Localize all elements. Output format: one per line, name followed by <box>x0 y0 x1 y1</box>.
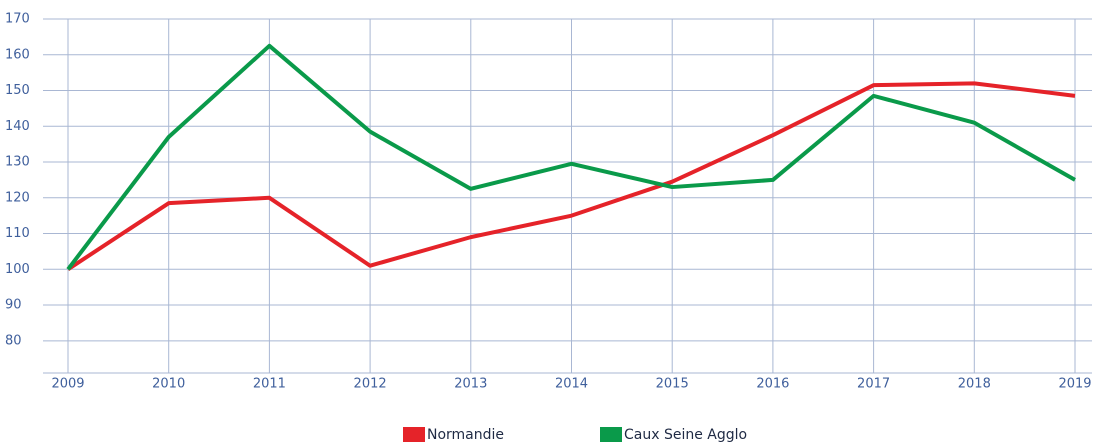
y-tick-label: 80 <box>5 333 22 348</box>
x-tick-label: 2011 <box>253 377 286 392</box>
legend-swatch <box>403 427 425 442</box>
x-tick-label: 2018 <box>958 377 991 392</box>
line-series <box>66 81 1076 271</box>
x-tick-label: 2012 <box>354 377 387 392</box>
y-tick-label: 120 <box>5 190 30 205</box>
y-tick-label: 110 <box>5 226 30 241</box>
x-tick-label: 2015 <box>656 377 689 392</box>
x-tick-label: 2016 <box>756 377 789 392</box>
y-tick-label: 150 <box>5 83 30 98</box>
x-tick-label: 2009 <box>51 377 84 392</box>
y-tick-label: 160 <box>5 47 30 62</box>
y-tick-label: 140 <box>5 119 30 134</box>
y-tick-label: 100 <box>5 262 30 277</box>
x-tick-label: 2017 <box>857 377 890 392</box>
x-tick-label: 2019 <box>1058 377 1091 392</box>
y-tick-label: 170 <box>5 12 30 27</box>
y-tick-label: 130 <box>5 155 30 170</box>
legend-label: Normandie <box>427 427 504 443</box>
y-tick-label: 90 <box>5 298 22 313</box>
x-tick-label: 2010 <box>152 377 185 392</box>
line-series <box>66 43 1076 271</box>
legend-swatch <box>600 427 622 442</box>
x-tick-label: 2013 <box>454 377 487 392</box>
x-tick-label: 2014 <box>555 377 588 392</box>
legend-label: Caux Seine Agglo <box>624 427 747 443</box>
